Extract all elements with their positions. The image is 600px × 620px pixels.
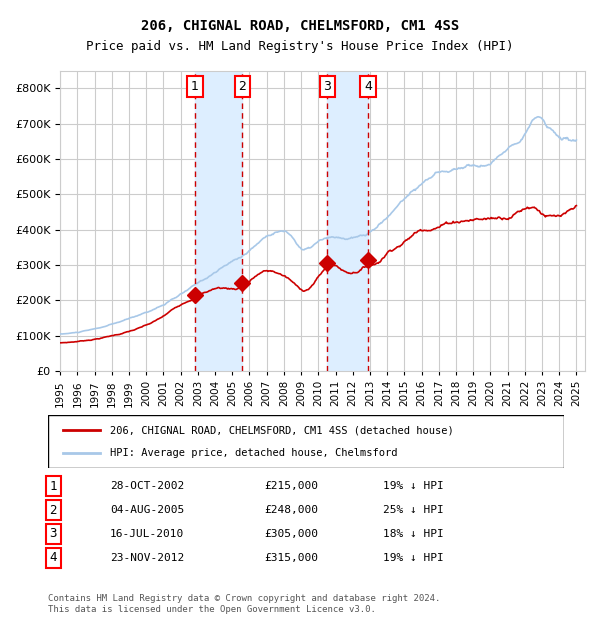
Text: 18% ↓ HPI: 18% ↓ HPI [383,529,444,539]
Text: 16-JUL-2010: 16-JUL-2010 [110,529,184,539]
Text: Price paid vs. HM Land Registry's House Price Index (HPI): Price paid vs. HM Land Registry's House … [86,40,514,53]
Text: £215,000: £215,000 [265,481,319,491]
Text: 1: 1 [191,80,199,93]
Bar [328,71,368,371]
Text: 2: 2 [49,503,57,516]
Text: 3: 3 [323,80,331,93]
Text: 4: 4 [49,551,57,564]
Bar [195,71,242,371]
Text: HPI: Average price, detached house, Chelmsford: HPI: Average price, detached house, Chel… [110,448,397,458]
Text: 206, CHIGNAL ROAD, CHELMSFORD, CM1 4SS (detached house): 206, CHIGNAL ROAD, CHELMSFORD, CM1 4SS (… [110,425,454,435]
Text: 1: 1 [49,480,57,493]
Text: £315,000: £315,000 [265,553,319,563]
Text: 19% ↓ HPI: 19% ↓ HPI [383,481,444,491]
Text: 23-NOV-2012: 23-NOV-2012 [110,553,184,563]
Text: 25% ↓ HPI: 25% ↓ HPI [383,505,444,515]
Text: 4: 4 [364,80,372,93]
Text: £305,000: £305,000 [265,529,319,539]
Text: 28-OCT-2002: 28-OCT-2002 [110,481,184,491]
FancyBboxPatch shape [48,415,564,468]
Text: 3: 3 [49,528,57,541]
Text: £248,000: £248,000 [265,505,319,515]
Text: 206, CHIGNAL ROAD, CHELMSFORD, CM1 4SS: 206, CHIGNAL ROAD, CHELMSFORD, CM1 4SS [141,19,459,33]
Text: Contains HM Land Registry data © Crown copyright and database right 2024.
This d: Contains HM Land Registry data © Crown c… [48,595,440,614]
Text: 04-AUG-2005: 04-AUG-2005 [110,505,184,515]
Text: 2: 2 [238,80,246,93]
Text: 19% ↓ HPI: 19% ↓ HPI [383,553,444,563]
